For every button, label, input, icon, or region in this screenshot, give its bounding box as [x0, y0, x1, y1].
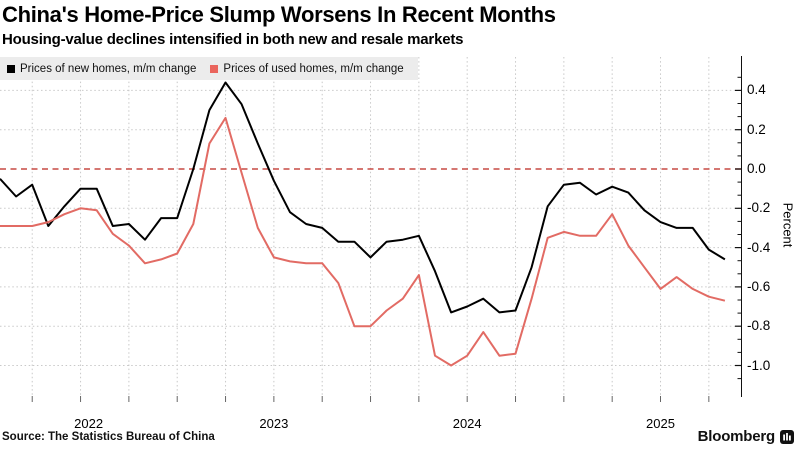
x-year-label: 2024 — [452, 416, 482, 431]
y-axis-label: Percent — [780, 202, 796, 248]
chart-legend: Prices of new homes, m/m change Prices of… — [0, 57, 418, 80]
y-tick-label: -0.6 — [747, 278, 771, 294]
bloomberg-wordmark: Bloomberg — [697, 428, 776, 445]
legend-label: Prices of new homes, m/m change — [20, 62, 197, 75]
series-line-used-homes — [0, 116, 726, 367]
bloomberg-terminal-icon — [780, 429, 794, 444]
x-year-label: 2022 — [74, 416, 104, 431]
series-line-new-homes — [0, 81, 726, 314]
legend-label: Prices of used homes, m/m change — [223, 62, 404, 75]
page-subtitle: Housing-value declines intensified in bo… — [2, 31, 464, 48]
bloomberg-logo: Bloomberg — [698, 428, 794, 445]
y-tick-label: 0.0 — [747, 161, 766, 176]
legend-item-used-homes: Prices of used homes, m/m change — [210, 62, 404, 75]
legend-swatch-icon — [7, 64, 15, 73]
y-tick-label: -0.4 — [747, 239, 771, 255]
legend-swatch-icon — [210, 64, 219, 73]
y-tick-label: -0.8 — [747, 318, 771, 334]
y-tick-label: -0.2 — [747, 200, 771, 216]
x-year-label: 2025 — [646, 416, 675, 431]
y-tick-label: 0.4 — [747, 82, 766, 98]
y-tick-label: 0.2 — [747, 121, 766, 137]
legend-item-new-homes: Prices of new homes, m/m change — [7, 63, 196, 75]
y-tick-label: -1.0 — [747, 357, 771, 373]
source-note: Source: The Statistics Bureau of China — [2, 431, 215, 443]
page-title: China's Home-Price Slump Worsens In Rece… — [2, 2, 556, 27]
x-year-label: 2023 — [259, 416, 289, 431]
